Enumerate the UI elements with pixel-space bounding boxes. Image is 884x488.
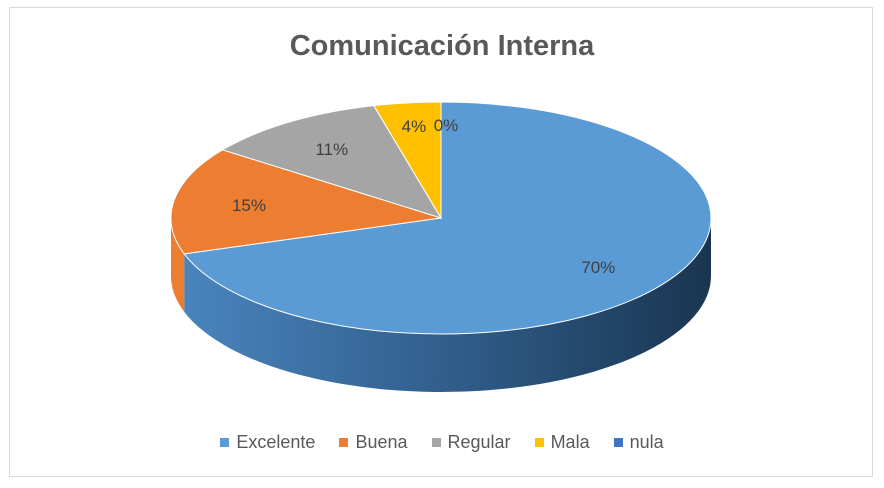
legend-label: Regular (447, 432, 511, 452)
pie-slice-regular[interactable] (221, 105, 443, 219)
legend-item-excelente[interactable]: Excelente (220, 432, 315, 453)
pie-slice-buena[interactable] (170, 149, 442, 255)
data-label-buena: 15% (232, 196, 266, 215)
legend-item-regular[interactable]: Regular (431, 432, 511, 453)
legend-item-mala[interactable]: Mala (534, 432, 590, 453)
pie-slice-mala[interactable] (373, 101, 442, 220)
legend-label: Mala (550, 432, 590, 452)
legend-swatch (431, 438, 441, 447)
legend-swatch (613, 438, 623, 447)
legend-item-nula[interactable]: nula (613, 432, 664, 453)
legend-label: Excelente (236, 432, 316, 452)
data-label-nula: 0% (434, 116, 459, 135)
data-label-regular: 11% (315, 140, 348, 159)
chart-title: Comunicación Interna (289, 30, 595, 62)
legend-label: nula (629, 432, 664, 452)
legend-label: Buena (355, 432, 408, 452)
legend-swatch (534, 438, 544, 447)
pie-side-excelente (184, 218, 712, 392)
pie-side-buena (171, 218, 185, 312)
legend-item-buena[interactable]: Buena (339, 432, 408, 453)
data-label-mala: 4% (402, 117, 427, 136)
pie-slice-excelente[interactable] (183, 101, 712, 335)
legend-swatch (220, 438, 230, 447)
data-label-excelente: 70% (581, 258, 615, 277)
chart-legend: Excelente Buena Regular Mala nula (0, 432, 884, 453)
legend-swatch (339, 438, 349, 447)
